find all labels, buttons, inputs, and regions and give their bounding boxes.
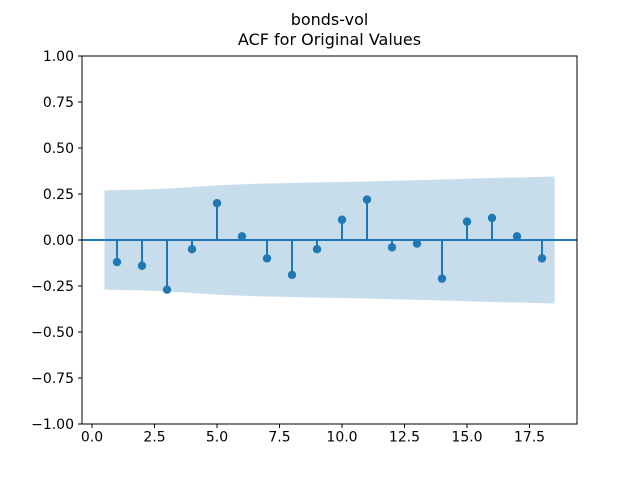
y-tick-label: 0.75 (43, 95, 74, 111)
x-tick-label: 5.0 (206, 430, 228, 446)
acf-marker-lag-12 (387, 243, 397, 252)
y-tick-label: 0.25 (43, 187, 74, 203)
y-tick-label: −0.75 (31, 371, 74, 387)
acf-marker-lag-8 (287, 270, 297, 280)
plot-title-line1: bonds-vol (290, 10, 369, 29)
y-tick-label: −0.50 (31, 325, 74, 341)
plot-title-line2: ACF for Original Values (237, 30, 422, 49)
y-tick-label: 0.50 (43, 141, 74, 157)
acf-marker-lag-17 (512, 232, 522, 241)
x-tick-label: 17.5 (514, 430, 545, 446)
acf-marker-lag-13 (412, 239, 422, 248)
x-tick-label: 10.0 (326, 430, 357, 446)
x-tick-label: 15.0 (451, 430, 482, 446)
acf-marker-lag-7 (262, 254, 272, 263)
x-tick-label: 12.5 (389, 430, 420, 446)
y-tick-label: −0.25 (31, 279, 74, 295)
acf-marker-lag-9 (312, 245, 322, 254)
y-tick-label: 0.00 (43, 233, 74, 249)
x-tick-label: 7.5 (268, 430, 290, 446)
acf-marker-lag-11 (362, 195, 372, 204)
acf-marker-lag-18 (537, 254, 547, 263)
acf-marker-lag-16 (487, 213, 497, 223)
acf-marker-lag-6 (237, 232, 247, 241)
y-tick-label: 1.00 (43, 49, 74, 65)
acf-marker-lag-14 (437, 274, 447, 283)
acf-marker-lag-5 (212, 199, 222, 208)
plot-title: bonds-vol ACF for Original Values (82, 10, 577, 50)
acf-marker-lag-15 (462, 217, 472, 226)
acf-marker-lag-10 (337, 215, 347, 224)
y-tick-label: −1.00 (31, 417, 74, 433)
x-tick-label: 0.0 (81, 430, 103, 446)
acf-marker-lag-1 (112, 257, 122, 267)
acf-marker-lag-3 (162, 285, 172, 294)
x-tick-label: 2.5 (143, 430, 165, 446)
acf-marker-lag-2 (137, 261, 147, 270)
acf-marker-lag-4 (187, 245, 197, 254)
